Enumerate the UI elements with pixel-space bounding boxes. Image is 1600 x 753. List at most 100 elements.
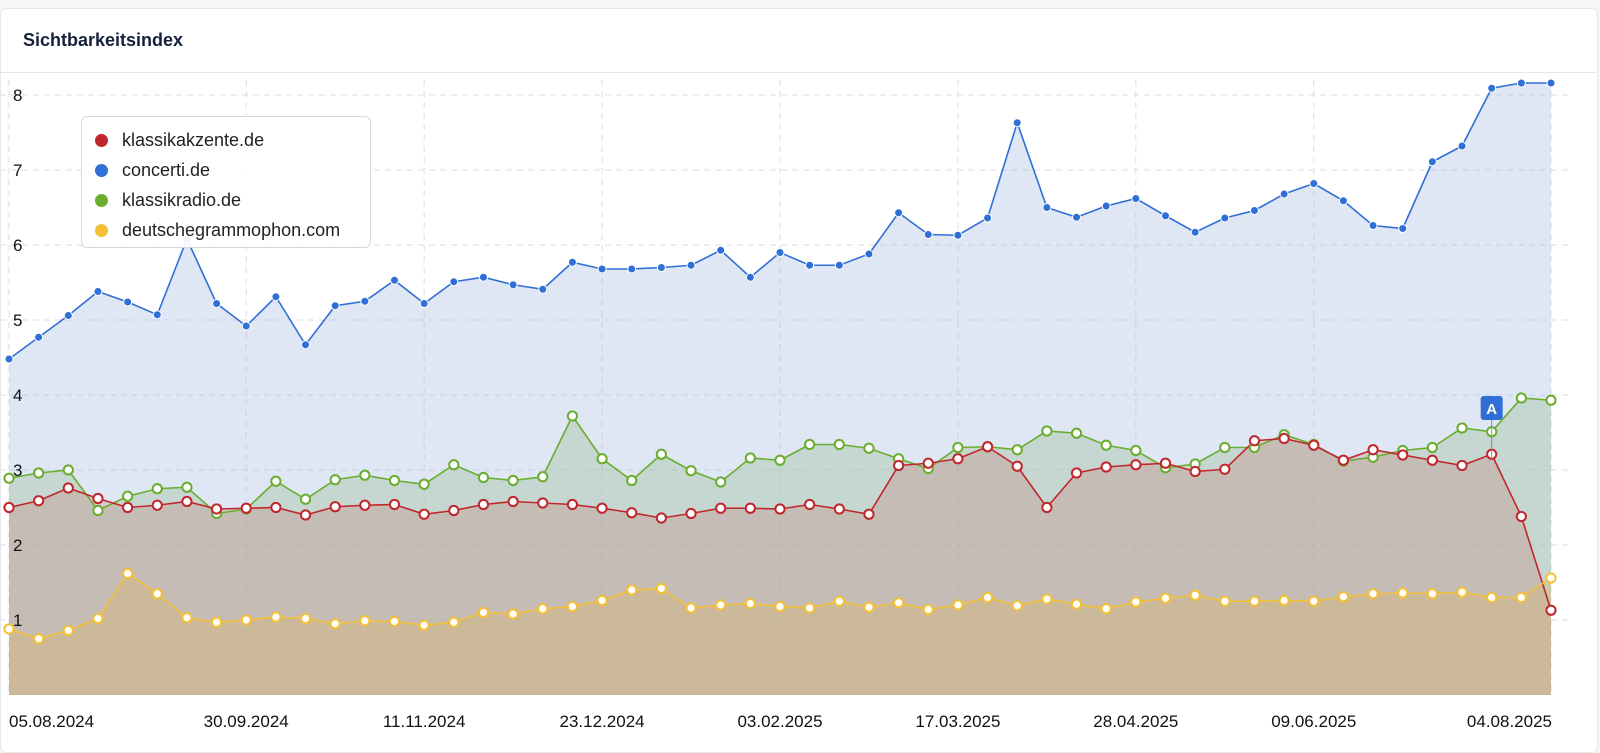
data-point: [1220, 213, 1230, 223]
y-tick-label: 6: [13, 236, 22, 255]
data-point: [270, 501, 282, 514]
data-point: [537, 471, 549, 483]
data-point: [744, 502, 756, 514]
legend-item-klassikakzente[interactable]: klassikakzente.de: [95, 125, 370, 155]
data-point: [152, 310, 162, 320]
data-point: [1278, 594, 1290, 607]
data-point: [181, 612, 193, 624]
data-point: [685, 507, 697, 520]
data-point: [596, 453, 608, 465]
data-point: [1279, 189, 1289, 199]
data-point: [477, 498, 490, 511]
area-deutschegrammophon-com: [9, 573, 1551, 695]
data-point: [63, 311, 73, 320]
data-point: [212, 299, 222, 308]
x-tick-label: 30.09.2024: [204, 712, 289, 731]
data-point: [299, 509, 312, 521]
data-point: [360, 296, 370, 306]
data-point: [1070, 598, 1083, 610]
data-point: [122, 567, 134, 580]
x-tick-label: 04.08.2025: [1467, 712, 1552, 731]
data-point: [864, 249, 874, 259]
data-point: [1456, 459, 1468, 472]
data-point: [567, 257, 577, 267]
legend-label: concerti.de: [122, 159, 211, 180]
data-point: [952, 441, 964, 454]
event-marker-badge: [1480, 396, 1503, 420]
legend-item-deutschegrammophon[interactable]: deutschegrammophon.com: [95, 215, 370, 245]
data-point: [448, 616, 460, 628]
data-point: [1248, 595, 1261, 607]
data-point: [1308, 595, 1320, 607]
data-point: [151, 483, 163, 495]
data-point: [566, 410, 579, 422]
data-point: [1189, 589, 1201, 601]
data-point: [1249, 206, 1259, 215]
data-point: [62, 482, 74, 494]
data-point: [478, 272, 488, 282]
data-point: [1131, 194, 1141, 203]
data-point: [3, 623, 15, 635]
data-point: [774, 503, 786, 515]
data-point: [240, 614, 252, 626]
x-tick-label: 23.12.2024: [560, 712, 645, 731]
data-point: [1426, 588, 1438, 600]
data-point: [983, 213, 993, 223]
data-point: [1545, 572, 1557, 584]
data-point: [1397, 449, 1409, 461]
data-point: [330, 301, 340, 311]
data-point: [210, 503, 223, 515]
data-point: [151, 588, 163, 600]
data-point: [805, 260, 815, 270]
data-point: [1337, 591, 1350, 603]
data-point: [804, 438, 816, 451]
data-point: [1159, 457, 1172, 469]
data-point: [1486, 591, 1498, 604]
data-point: [1426, 441, 1438, 454]
data-point: [270, 475, 282, 487]
data-point: [1338, 196, 1348, 206]
data-point: [388, 498, 401, 511]
y-tick-label: 2: [13, 536, 22, 555]
data-point: [922, 457, 934, 469]
legend-label: klassikakzente.de: [122, 129, 265, 150]
area-concerti-de: [9, 83, 1551, 695]
data-point: [1219, 441, 1231, 454]
data-point: [744, 452, 756, 464]
data-point: [1100, 461, 1112, 473]
data-point: [419, 299, 429, 308]
data-point: [1248, 435, 1261, 447]
legend-dot-deutschegrammophon: [95, 223, 108, 237]
data-point: [508, 280, 518, 290]
x-tick-label: 05.08.2024: [9, 712, 94, 731]
data-point: [1545, 394, 1557, 406]
data-point: [774, 454, 786, 466]
data-point: [537, 497, 549, 509]
data-point: [1456, 586, 1468, 598]
data-point: [33, 495, 45, 507]
data-point: [299, 612, 312, 625]
data-point: [685, 465, 697, 477]
data-point: [301, 340, 311, 350]
data-point: [1337, 454, 1350, 466]
data-point: [1012, 118, 1022, 128]
data-point: [952, 453, 964, 465]
data-point: [1308, 439, 1320, 451]
data-point: [715, 476, 727, 488]
event-marker-label: A: [1486, 401, 1497, 418]
legend-item-klassikradio[interactable]: klassikradio.de: [95, 185, 370, 215]
data-point: [1219, 463, 1231, 475]
data-point: [92, 492, 104, 505]
data-point: [62, 464, 74, 476]
data-point: [863, 508, 875, 520]
data-point: [745, 272, 755, 282]
data-point: [1515, 591, 1527, 604]
data-point: [1159, 592, 1172, 604]
data-point: [1278, 432, 1290, 445]
data-point: [596, 502, 608, 514]
data-point: [388, 615, 401, 628]
data-point: [1487, 83, 1497, 93]
data-point: [329, 501, 341, 513]
legend-item-concerti[interactable]: concerti.de: [95, 155, 370, 185]
